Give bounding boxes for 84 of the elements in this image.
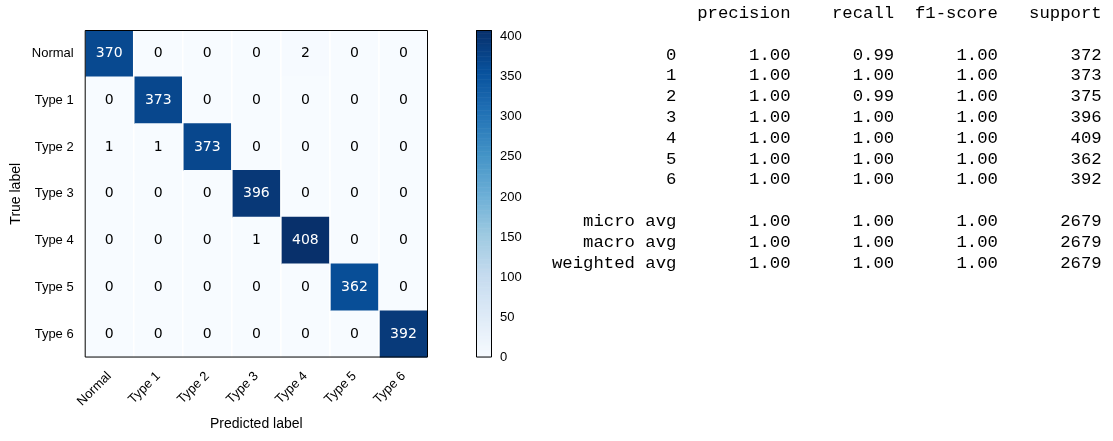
- data-label: 0: [349, 231, 359, 248]
- data-label: 0: [399, 184, 408, 201]
- x-tick-label: Type 3: [222, 368, 261, 407]
- data-label: 370: [95, 44, 123, 61]
- color-bar-label: 100: [500, 268, 522, 284]
- y-axis-title: True label: [7, 162, 24, 225]
- data-label: 0: [300, 278, 310, 294]
- y-tick-label: Type 5: [34, 278, 74, 294]
- data-label: 0: [300, 184, 310, 201]
- data-label: 0: [251, 90, 261, 107]
- text: macro avg 1.00 1.00 1.00 2679: [582, 232, 1102, 254]
- y-tick-label: Normal: [31, 44, 74, 60]
- data-label: 0: [349, 90, 359, 107]
- text: 5 1.00 1.00 1.00 362: [665, 149, 1102, 171]
- color-bar-label: 350: [500, 68, 522, 84]
- color-bar-label: 150: [500, 228, 522, 244]
- color-bar-label: 200: [500, 188, 522, 204]
- data-label: 0: [104, 90, 114, 107]
- y-tick-label: Type 4: [34, 232, 74, 248]
- data-label: 0: [251, 137, 261, 154]
- x-tick-label: Type 1: [124, 368, 163, 407]
- data-label: 1: [104, 137, 114, 154]
- text: 0 1.00 0.99 1.00 372: [665, 45, 1102, 67]
- data-label: 2: [300, 44, 310, 61]
- y-tick-label: Type 2: [34, 138, 74, 154]
- data-label: 0: [153, 324, 163, 341]
- color-bar-label: 300: [500, 108, 522, 124]
- data-label: 0: [202, 324, 212, 341]
- data-label: 0: [251, 44, 261, 61]
- data-label: 0: [251, 278, 261, 294]
- data-label: 0: [202, 44, 212, 61]
- data-label: 0: [349, 184, 359, 201]
- data-label: 0: [104, 278, 114, 294]
- data-label: 0: [300, 324, 310, 341]
- data-label: 373: [193, 137, 221, 154]
- data-label: 0: [399, 137, 408, 154]
- data-label: 0: [399, 90, 408, 107]
- data-label: 0: [202, 231, 212, 248]
- text: micro avg 1.00 1.00 1.00 2679: [582, 211, 1102, 233]
- x-tick-label: Type 5: [320, 368, 360, 407]
- data-label: 0: [300, 137, 310, 154]
- data-label: 0: [251, 324, 261, 341]
- data-label: 0: [104, 231, 114, 248]
- color-bar-label: 0: [500, 349, 508, 365]
- x-axis-title: Predicted label: [210, 415, 303, 432]
- data-label: 0: [399, 44, 408, 61]
- text: 6 1.00 1.00 1.00 392: [665, 170, 1102, 192]
- color-bar-label: 400: [500, 28, 522, 43]
- text: 3 1.00 1.00 1.00 396: [665, 107, 1102, 129]
- data-label: 0: [153, 44, 163, 61]
- data-label: 373: [144, 90, 172, 107]
- text: weighted avg 1.00 1.00 1.00 2679: [552, 253, 1102, 275]
- y-tick-label: Type 6: [34, 325, 74, 341]
- data-label: 0: [202, 90, 212, 107]
- data-label: 0: [202, 184, 212, 201]
- data-label: 0: [349, 137, 359, 154]
- data-label: 0: [153, 184, 163, 201]
- data-label: 0: [349, 44, 359, 61]
- data-label: 0: [202, 278, 212, 294]
- text: 1 1.00 1.00 1.00 373: [665, 66, 1102, 88]
- data-label: 392: [390, 324, 417, 341]
- data-label: 1: [251, 231, 261, 248]
- color-bar-label: 50: [500, 308, 515, 324]
- x-tick-label: Type 6: [369, 368, 409, 407]
- data-label: 0: [153, 231, 163, 248]
- data-label: 0: [153, 278, 163, 294]
- color-bar-label: 250: [500, 148, 522, 164]
- data-label: 362: [341, 278, 368, 294]
- data-label: 0: [399, 278, 408, 294]
- data-label: 408: [292, 231, 319, 248]
- text: 4 1.00 1.00 1.00 409: [665, 128, 1102, 150]
- data-label: 1: [153, 137, 163, 154]
- data-label: 0: [399, 231, 408, 248]
- data-label: 0: [349, 324, 359, 341]
- data-label: 0: [104, 184, 114, 201]
- data-label: 0: [104, 324, 114, 341]
- data-label: 0: [300, 90, 310, 107]
- text: 2 1.00 0.99 1.00 375: [665, 87, 1102, 108]
- y-tick-label: Type 3: [34, 185, 74, 201]
- data-label: 396: [242, 184, 270, 201]
- x-tick-label: Type 2: [173, 368, 212, 407]
- text: precision recall f1-score support: [696, 4, 1102, 25]
- y-tick-label: Type 1: [34, 91, 74, 107]
- x-tick-label: Type 4: [271, 368, 311, 407]
